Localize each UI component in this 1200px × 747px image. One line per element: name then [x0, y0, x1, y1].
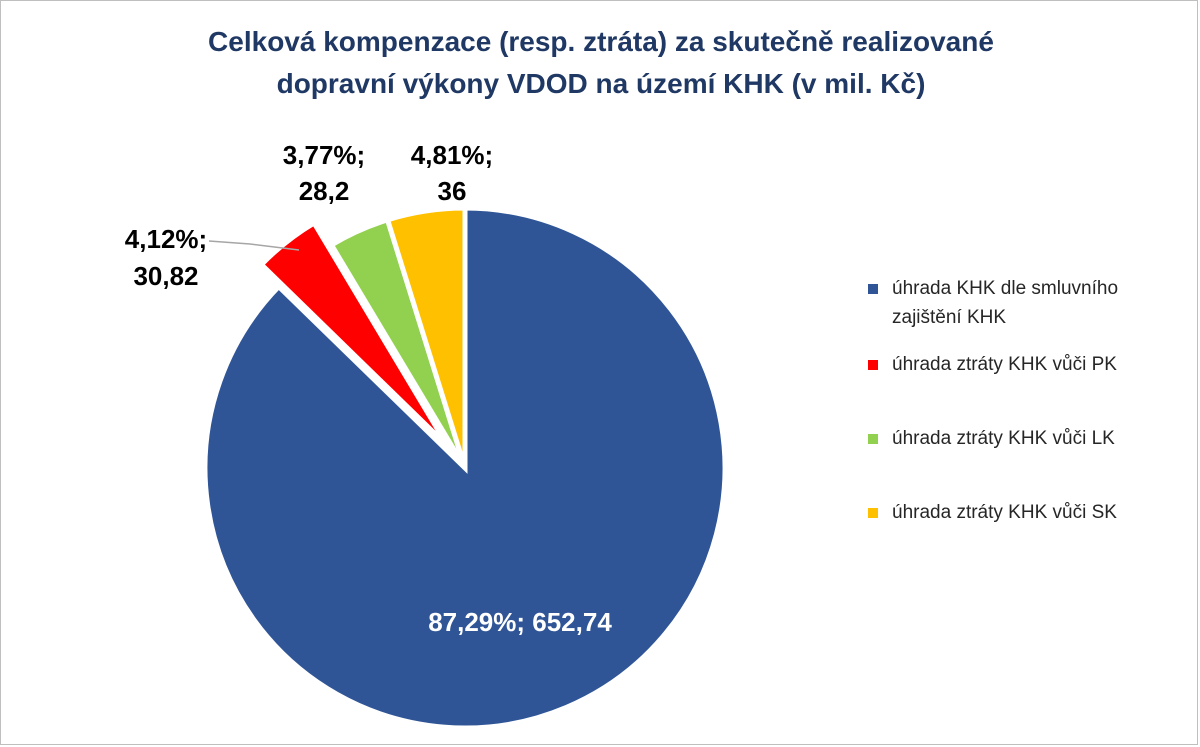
- chart-title-line-1: Celková kompenzace (resp. ztráta) za sku…: [208, 26, 994, 57]
- legend-item-khk: úhrada KHK dle smluvního zajištění KHK: [860, 274, 1160, 332]
- data-label-value-lk: 28,2: [299, 176, 350, 206]
- legend-label-pk: úhrada ztráty KHK vůči PK: [892, 354, 1117, 375]
- legend-swatch-sk: [868, 508, 878, 518]
- leader-line-pk: [208, 240, 300, 251]
- legend: úhrada KHK dle smluvního zajištění KHK ú…: [860, 274, 1160, 527]
- legend-swatch-khk: [868, 284, 878, 294]
- data-label-percent-lk: 3,77%;: [283, 140, 365, 170]
- chart-title: Celková kompenzace (resp. ztráta) za sku…: [61, 21, 1141, 105]
- data-label-value-sk: 36: [438, 176, 467, 206]
- data-label-khk: 87,29%; 652,74: [428, 607, 612, 637]
- data-label-percent-pk: 4,12%;: [125, 224, 207, 254]
- legend-item-sk: úhrada ztráty KHK vůči SK: [860, 498, 1160, 527]
- legend-swatch-lk: [868, 434, 878, 444]
- pie-slice-pk: [257, 219, 450, 448]
- pie-slice-sk: [384, 205, 468, 469]
- chart-title-line-2: dopravní výkony VDOD na území KHK (v mil…: [276, 68, 926, 99]
- legend-label-lk: úhrada ztráty KHK vůči LK: [892, 428, 1115, 449]
- legend-swatch-pk: [868, 360, 878, 370]
- legend-label-sk: úhrada ztráty KHK vůči SK: [892, 502, 1117, 523]
- legend-label-khk: úhrada KHK dle smluvního zajištění KHK: [892, 278, 1119, 328]
- data-label-percent-sk: 4,81%;: [411, 140, 493, 170]
- legend-item-pk: úhrada ztráty KHK vůči PK: [860, 350, 1160, 379]
- legend-item-lk: úhrada ztráty KHK vůči LK: [860, 424, 1160, 453]
- data-label-value-pk: 30,82: [133, 261, 198, 291]
